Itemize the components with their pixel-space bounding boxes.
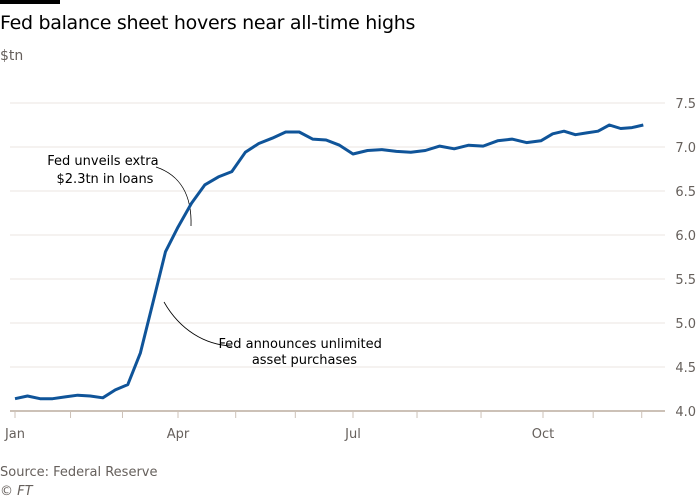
copyright-credit: © FT [0,484,33,499]
y-axis-unit: $tn [0,48,24,64]
y-tick-label: 6.0 [675,229,696,244]
source-note: Source: Federal Reserve [0,465,158,480]
y-tick-label: 6.5 [675,185,696,200]
x-tick-label: Oct [532,427,554,442]
annotation-loans: Fed unveils extra $2.3tn in loans [47,154,162,187]
y-tick-label: 5.5 [675,273,696,288]
x-tick-label: Jan [4,427,25,442]
x-tick-label: Jul [344,427,361,442]
annotation-leader-loans [155,166,192,227]
annotation-leader-purchases [163,301,233,347]
y-tick-label: 4.0 [675,405,696,420]
ft-brand-bar [0,0,60,4]
y-tick-label: 4.5 [675,361,696,376]
series-line [14,123,644,401]
y-tick-label: 7.5 [675,97,696,112]
chart-title: Fed balance sheet hovers near all-time h… [0,12,416,34]
y-tick-label: 5.0 [675,317,696,332]
y-tick-label: 7.0 [675,141,696,156]
annotation-purchases: Fed announces unlimited asset purchases [218,337,386,368]
x-tick-label: Apr [167,427,190,442]
